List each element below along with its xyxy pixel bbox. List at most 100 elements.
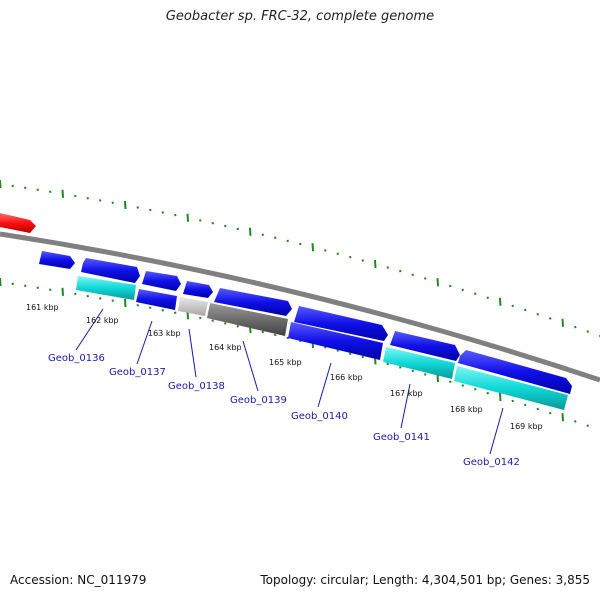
ruler-dot bbox=[399, 269, 402, 273]
gene-arrow[interactable] bbox=[294, 306, 388, 341]
ruler-dot bbox=[586, 330, 589, 333]
ruler-dot bbox=[236, 324, 239, 328]
rna-feature[interactable] bbox=[0, 213, 36, 233]
gene-label[interactable]: Geob_0139 bbox=[230, 395, 287, 406]
ruler-dot bbox=[136, 206, 139, 209]
gene-box[interactable] bbox=[76, 276, 136, 300]
ruler-dot bbox=[574, 420, 577, 423]
ruler-dot bbox=[199, 219, 202, 222]
genome-summary-text: Topology: circular; Length: 4,304,501 bp… bbox=[260, 573, 590, 587]
ruler-dot bbox=[199, 316, 202, 320]
ruler-dot bbox=[274, 236, 277, 240]
ruler-dot bbox=[574, 325, 577, 329]
feature-track bbox=[0, 213, 572, 410]
ruler-dot bbox=[411, 273, 414, 276]
ruler-dot bbox=[524, 308, 527, 312]
ruler-dot bbox=[174, 213, 177, 217]
ruler-dot bbox=[286, 336, 289, 340]
ruler-dot bbox=[349, 255, 352, 259]
gene-box[interactable] bbox=[454, 366, 568, 410]
ruler-dot bbox=[74, 194, 77, 198]
ruler-dot bbox=[474, 388, 477, 391]
ruler-dot bbox=[461, 384, 464, 387]
gene-box[interactable] bbox=[178, 297, 208, 316]
gene-arrow[interactable] bbox=[142, 271, 181, 291]
gene-arrow[interactable] bbox=[183, 281, 213, 298]
outer-dotted-ruler bbox=[0, 179, 600, 338]
ruler-dot bbox=[211, 221, 214, 225]
tick-label: 165 kbp bbox=[269, 358, 302, 367]
gene-box[interactable] bbox=[207, 303, 288, 336]
ruler-dot bbox=[236, 227, 239, 231]
gene-label[interactable]: Geob_0137 bbox=[109, 367, 166, 378]
gene-box[interactable] bbox=[288, 322, 383, 360]
ruler-dot bbox=[24, 284, 27, 288]
ruler-dot bbox=[149, 208, 152, 212]
ruler-dot bbox=[74, 292, 77, 296]
ruler-dot bbox=[261, 330, 264, 334]
ruler-dot bbox=[424, 373, 427, 376]
ruler-dot bbox=[399, 366, 402, 369]
ruler-dot bbox=[424, 277, 427, 280]
ruler-major-tick bbox=[61, 287, 64, 296]
tick-label: 162 kbp bbox=[86, 316, 119, 325]
gene-label[interactable]: Geob_0138 bbox=[168, 381, 225, 392]
ruler-dot bbox=[361, 259, 364, 262]
ruler-dot bbox=[161, 211, 164, 214]
ruler-dot bbox=[136, 304, 139, 307]
ruler-major-tick bbox=[561, 413, 564, 422]
gene-box[interactable] bbox=[383, 347, 455, 379]
ruler-dot bbox=[549, 411, 552, 415]
ruler-major-tick bbox=[311, 243, 314, 252]
ruler-major-tick bbox=[61, 189, 64, 198]
tick-label: 163 kbp bbox=[148, 329, 181, 338]
gene-label[interactable]: Geob_0142 bbox=[463, 457, 520, 468]
ruler-dot bbox=[174, 311, 177, 315]
gene-arrow[interactable] bbox=[214, 288, 292, 316]
tick-label: 169 kbp bbox=[510, 422, 543, 431]
ruler-dot bbox=[511, 304, 514, 308]
ruler-dot bbox=[336, 252, 339, 255]
ruler-dot bbox=[286, 239, 289, 243]
ruler-dot bbox=[411, 369, 414, 373]
gene-label[interactable]: Geob_0136 bbox=[48, 353, 105, 364]
ruler-dot bbox=[99, 297, 102, 300]
genome-title: Geobacter sp. FRC-32, complete genome bbox=[165, 9, 435, 24]
ruler-dot bbox=[549, 317, 552, 320]
tick-label: 166 kbp bbox=[330, 373, 363, 382]
ruler-major-tick bbox=[0, 179, 2, 189]
ruler-major-tick bbox=[499, 297, 502, 306]
ruler-dot bbox=[149, 306, 152, 309]
ruler-major-tick bbox=[374, 259, 377, 269]
ruler-major-tick bbox=[499, 392, 502, 402]
ruler-dot bbox=[461, 288, 464, 292]
gene-label[interactable]: Geob_0140 bbox=[291, 411, 348, 422]
ruler-dot bbox=[86, 294, 89, 298]
ruler-major-tick bbox=[0, 277, 2, 287]
ruler-dot bbox=[449, 380, 452, 383]
gene-arrow[interactable] bbox=[458, 350, 572, 394]
ruler-dot bbox=[86, 196, 89, 200]
ruler-dot bbox=[324, 249, 327, 252]
gene-label[interactable]: Geob_0141 bbox=[373, 432, 430, 443]
ruler-major-tick bbox=[249, 227, 252, 236]
ruler-dot bbox=[449, 284, 452, 288]
ruler-major-tick bbox=[186, 213, 189, 222]
ruler-dot bbox=[49, 288, 52, 291]
ruler-dot bbox=[111, 201, 114, 204]
tick-label: 164 kbp bbox=[209, 343, 242, 352]
ruler-dot bbox=[111, 299, 114, 302]
ruler-dot bbox=[486, 391, 489, 395]
gene-arrow[interactable] bbox=[81, 258, 140, 283]
gene-arrow[interactable] bbox=[390, 331, 460, 361]
gene-box[interactable] bbox=[136, 289, 177, 310]
ruler-major-tick bbox=[124, 201, 127, 210]
ruler-dot bbox=[36, 188, 39, 191]
accession-text: Accession: NC_011979 bbox=[10, 573, 147, 587]
ruler-dot bbox=[274, 333, 277, 337]
ruler-dot bbox=[99, 199, 102, 202]
ruler-dot bbox=[524, 403, 527, 407]
gene-arrow[interactable] bbox=[39, 251, 75, 269]
ruler-dot bbox=[586, 424, 589, 427]
